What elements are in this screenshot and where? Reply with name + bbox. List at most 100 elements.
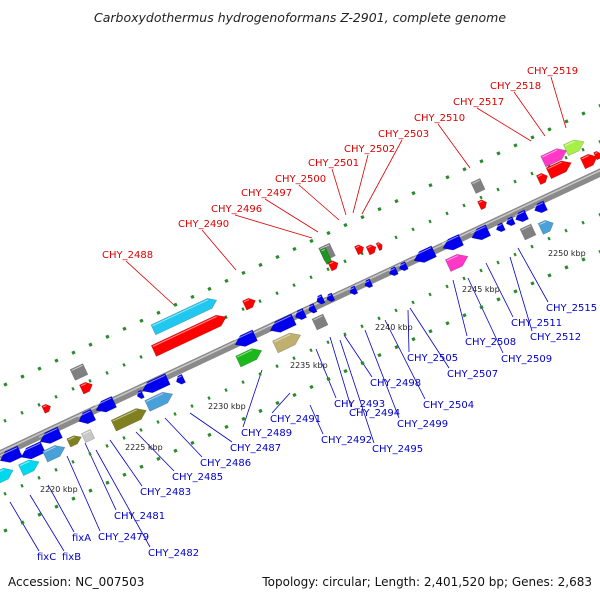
gene-label-fixa[interactable]: fixA bbox=[72, 533, 91, 544]
gene-feature[interactable] bbox=[232, 329, 258, 350]
gene-feature[interactable] bbox=[110, 405, 149, 432]
gene-feature[interactable] bbox=[69, 363, 89, 381]
gene-feature[interactable] bbox=[272, 329, 304, 354]
gene-label-chy-2512[interactable]: CHY_2512 bbox=[530, 332, 581, 343]
gene-label-chy-2491[interactable]: CHY_2491 bbox=[270, 414, 321, 425]
gene-feature[interactable] bbox=[80, 428, 96, 444]
gene-feature[interactable] bbox=[17, 456, 41, 477]
gene-feature[interactable] bbox=[311, 313, 329, 331]
gene-feature[interactable] bbox=[348, 285, 359, 296]
gene-label-chy-2493[interactable]: CHY_2493 bbox=[334, 399, 385, 410]
gene-label-chy-2511[interactable]: CHY_2511 bbox=[511, 318, 562, 329]
gene-feature[interactable] bbox=[0, 465, 16, 484]
gene-feature[interactable] bbox=[470, 178, 486, 194]
gene-feature[interactable] bbox=[532, 200, 548, 215]
gene-feature[interactable] bbox=[519, 223, 537, 241]
gene-label-chy-2502[interactable]: CHY_2502 bbox=[344, 144, 395, 155]
gene-feature[interactable] bbox=[136, 389, 145, 400]
gene-label-chy-2479[interactable]: CHY_2479 bbox=[98, 532, 149, 543]
gene-label-chy-2482[interactable]: CHY_2482 bbox=[148, 548, 199, 559]
gene-label-chy-2501[interactable]: CHY_2501 bbox=[308, 158, 359, 169]
gene-feature[interactable] bbox=[150, 312, 229, 357]
gene-feature[interactable] bbox=[375, 241, 384, 252]
track-dot bbox=[428, 219, 432, 224]
gene-feature[interactable] bbox=[540, 145, 570, 168]
gene-feature[interactable] bbox=[365, 243, 378, 256]
gene-label-chy-2487[interactable]: CHY_2487 bbox=[230, 443, 281, 454]
gene-feature[interactable] bbox=[388, 266, 399, 278]
gene-label-chy-2508[interactable]: CHY_2508 bbox=[465, 337, 516, 348]
gene-feature[interactable] bbox=[79, 380, 94, 395]
gene-feature[interactable] bbox=[593, 150, 600, 161]
gene-label-chy-2515[interactable]: CHY_2515 bbox=[546, 303, 597, 314]
gene-label-chy-2494[interactable]: CHY_2494 bbox=[349, 408, 400, 419]
gene-label-chy-2485[interactable]: CHY_2485 bbox=[172, 472, 223, 483]
gene-label-chy-2507[interactable]: CHY_2507 bbox=[447, 369, 498, 380]
gene-feature[interactable] bbox=[411, 245, 437, 266]
gene-feature[interactable] bbox=[545, 157, 574, 180]
gene-label-chy-2505[interactable]: CHY_2505 bbox=[407, 353, 458, 364]
gene-feature[interactable] bbox=[0, 445, 23, 466]
gene-feature[interactable] bbox=[440, 233, 465, 253]
gene-feature[interactable] bbox=[495, 222, 506, 234]
gene-label-chy-2517[interactable]: CHY_2517 bbox=[453, 97, 504, 108]
gene-label-chy-2490[interactable]: CHY_2490 bbox=[178, 219, 229, 230]
gene-label-chy-2503[interactable]: CHY_2503 bbox=[378, 129, 429, 140]
gene-feature[interactable] bbox=[513, 209, 529, 224]
scale-label: 2250 kbp bbox=[548, 249, 586, 258]
gene-feature[interactable] bbox=[93, 395, 118, 415]
gene-label-fixb[interactable]: fixB bbox=[62, 552, 81, 563]
gene-feature[interactable] bbox=[150, 295, 219, 336]
gene-label-chy-2496[interactable]: CHY_2496 bbox=[211, 204, 262, 215]
gene-feature[interactable] bbox=[315, 294, 326, 305]
gene-feature[interactable] bbox=[579, 151, 600, 170]
gene-feature[interactable] bbox=[327, 259, 340, 272]
gene-label-chy-2492[interactable]: CHY_2492 bbox=[321, 435, 372, 446]
gene-feature[interactable] bbox=[469, 224, 492, 244]
gene-label-chy-2481[interactable]: CHY_2481 bbox=[114, 511, 165, 522]
gene-feature[interactable] bbox=[537, 218, 556, 235]
gene-label-chy-2489[interactable]: CHY_2489 bbox=[241, 428, 292, 439]
gene-label-chy-2500[interactable]: CHY_2500 bbox=[275, 174, 326, 185]
gene-label-chy-2499[interactable]: CHY_2499 bbox=[397, 419, 448, 430]
gene-feature[interactable] bbox=[325, 292, 336, 303]
gene-feature[interactable] bbox=[144, 389, 175, 412]
leader-line bbox=[352, 154, 369, 214]
gene-feature[interactable] bbox=[37, 426, 63, 447]
gene-feature[interactable] bbox=[242, 296, 257, 311]
gene-feature[interactable] bbox=[505, 216, 516, 228]
gene-feature[interactable] bbox=[363, 278, 374, 289]
gene-feature[interactable] bbox=[354, 243, 365, 256]
gene-feature[interactable] bbox=[42, 442, 67, 463]
track-dot bbox=[224, 388, 228, 393]
gene-label-chy-2509[interactable]: CHY_2509 bbox=[501, 354, 552, 365]
gene-label-chy-2504[interactable]: CHY_2504 bbox=[423, 400, 474, 411]
gene-feature[interactable] bbox=[235, 345, 265, 368]
track-dot bbox=[326, 340, 330, 345]
gene-label-chy-2510[interactable]: CHY_2510 bbox=[414, 113, 465, 124]
gene-feature[interactable] bbox=[477, 198, 488, 211]
track-dot bbox=[343, 222, 348, 228]
gene-feature[interactable] bbox=[76, 408, 97, 427]
gene-feature[interactable] bbox=[174, 373, 186, 386]
gene-label-chy-2519[interactable]: CHY_2519 bbox=[527, 66, 578, 77]
gene-feature[interactable] bbox=[66, 433, 83, 448]
track-dot bbox=[258, 408, 263, 414]
gene-label-chy-2498[interactable]: CHY_2498 bbox=[370, 378, 421, 389]
gene-label-chy-2488[interactable]: CHY_2488 bbox=[102, 250, 153, 261]
gene-label-fixc[interactable]: fixC bbox=[37, 552, 56, 563]
gene-feature[interactable] bbox=[535, 171, 549, 186]
gene-feature[interactable] bbox=[307, 303, 318, 314]
gene-feature[interactable] bbox=[562, 136, 586, 157]
gene-label-chy-2486[interactable]: CHY_2486 bbox=[200, 458, 251, 469]
gene-feature[interactable] bbox=[293, 307, 308, 321]
gene-feature[interactable] bbox=[444, 250, 470, 272]
gene-feature[interactable] bbox=[41, 403, 53, 414]
gene-label-chy-2495[interactable]: CHY_2495 bbox=[372, 444, 423, 455]
gene-feature[interactable] bbox=[268, 313, 297, 336]
gene-label-chy-2518[interactable]: CHY_2518 bbox=[490, 81, 541, 92]
gene-feature[interactable] bbox=[140, 373, 171, 397]
gene-label-chy-2483[interactable]: CHY_2483 bbox=[140, 487, 191, 498]
gene-feature[interactable] bbox=[398, 261, 409, 273]
gene-label-chy-2497[interactable]: CHY_2497 bbox=[241, 188, 292, 199]
